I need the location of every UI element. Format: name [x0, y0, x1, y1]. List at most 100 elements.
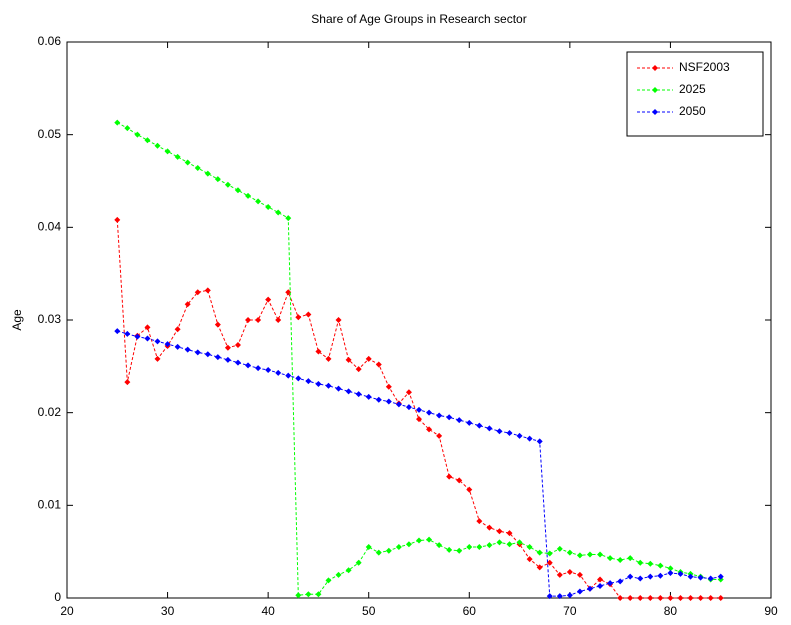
- data-point: [275, 369, 282, 376]
- data-point: [697, 595, 704, 601]
- data-point: [245, 362, 252, 369]
- x-tick-label: 40: [261, 604, 275, 618]
- data-point: [144, 324, 151, 331]
- data-point: [617, 595, 624, 601]
- data-point: [446, 414, 453, 421]
- data-point: [335, 571, 342, 578]
- data-point: [224, 181, 231, 188]
- data-point: [496, 539, 503, 546]
- data-point: [325, 577, 332, 584]
- data-point: [184, 301, 191, 308]
- data-point: [586, 585, 593, 592]
- data-point: [325, 355, 332, 362]
- data-point: [275, 317, 282, 323]
- data-point: [134, 131, 141, 138]
- data-point: [466, 486, 473, 493]
- data-point: [234, 359, 241, 366]
- data-point: [255, 365, 262, 372]
- data-point: [657, 562, 664, 569]
- data-point: [426, 409, 433, 416]
- data-point: [486, 425, 493, 432]
- data-point: [476, 544, 483, 551]
- data-point: [637, 595, 644, 601]
- data-point: [576, 571, 583, 578]
- data-point: [416, 406, 422, 413]
- data-point: [717, 595, 724, 601]
- data-point: [476, 422, 483, 429]
- data-point: [275, 209, 282, 216]
- data-point: [416, 416, 422, 423]
- data-point: [224, 356, 231, 363]
- data-point: [114, 328, 121, 335]
- data-point: [194, 165, 201, 172]
- data-point: [124, 379, 131, 386]
- legend-label: NSF2003: [679, 60, 730, 74]
- data-point: [194, 289, 201, 296]
- data-point: [345, 388, 352, 395]
- data-point: [325, 382, 332, 389]
- data-point: [265, 367, 272, 374]
- data-point: [506, 430, 513, 437]
- data-point: [576, 588, 583, 595]
- data-point: [285, 215, 292, 222]
- data-point: [315, 380, 322, 387]
- data-point: [687, 573, 694, 580]
- data-point: [245, 192, 252, 199]
- data-point: [456, 477, 463, 484]
- data-point: [627, 595, 634, 601]
- data-point: [446, 473, 453, 480]
- data-point: [184, 346, 191, 353]
- data-point: [174, 153, 181, 160]
- data-point: [516, 539, 523, 546]
- data-point: [496, 528, 503, 535]
- data-point: [395, 401, 402, 408]
- data-point: [305, 591, 312, 598]
- x-tick-label: 50: [362, 604, 376, 618]
- data-point: [436, 432, 443, 439]
- data-point: [526, 435, 533, 442]
- series-line: [117, 122, 721, 596]
- data-point: [204, 170, 211, 177]
- data-point: [124, 330, 131, 337]
- legend-label: 2025: [679, 82, 706, 96]
- data-point: [707, 595, 714, 601]
- data-point: [204, 287, 211, 294]
- data-point: [436, 542, 443, 549]
- data-point: [355, 559, 362, 566]
- data-point: [566, 549, 573, 556]
- data-point: [476, 518, 483, 525]
- data-point: [607, 555, 614, 562]
- data-point: [355, 366, 362, 373]
- data-point: [174, 326, 181, 333]
- data-point: [597, 551, 604, 558]
- data-point: [576, 552, 583, 559]
- data-point: [526, 544, 533, 551]
- data-point: [637, 575, 644, 582]
- data-point: [516, 432, 523, 439]
- data-point: [677, 595, 684, 601]
- data-point: [385, 547, 392, 554]
- data-point: [154, 355, 161, 362]
- data-point: [556, 545, 563, 552]
- data-point: [486, 542, 493, 549]
- data-point: [597, 582, 604, 589]
- data-point: [717, 573, 724, 580]
- data-point: [315, 348, 322, 355]
- data-point: [385, 383, 392, 390]
- data-point: [345, 567, 352, 574]
- data-point: [456, 417, 463, 424]
- data-point: [124, 125, 131, 132]
- data-point: [687, 595, 694, 601]
- data-point: [375, 396, 382, 403]
- data-point: [506, 541, 513, 548]
- data-point: [677, 570, 684, 577]
- data-point: [496, 428, 503, 435]
- data-point: [536, 564, 543, 571]
- data-point: [255, 317, 262, 323]
- data-point: [707, 575, 714, 582]
- data-point: [426, 426, 433, 433]
- data-point: [355, 391, 362, 398]
- x-tick-label: 80: [664, 604, 678, 618]
- y-tick-label: 0.05: [38, 127, 62, 141]
